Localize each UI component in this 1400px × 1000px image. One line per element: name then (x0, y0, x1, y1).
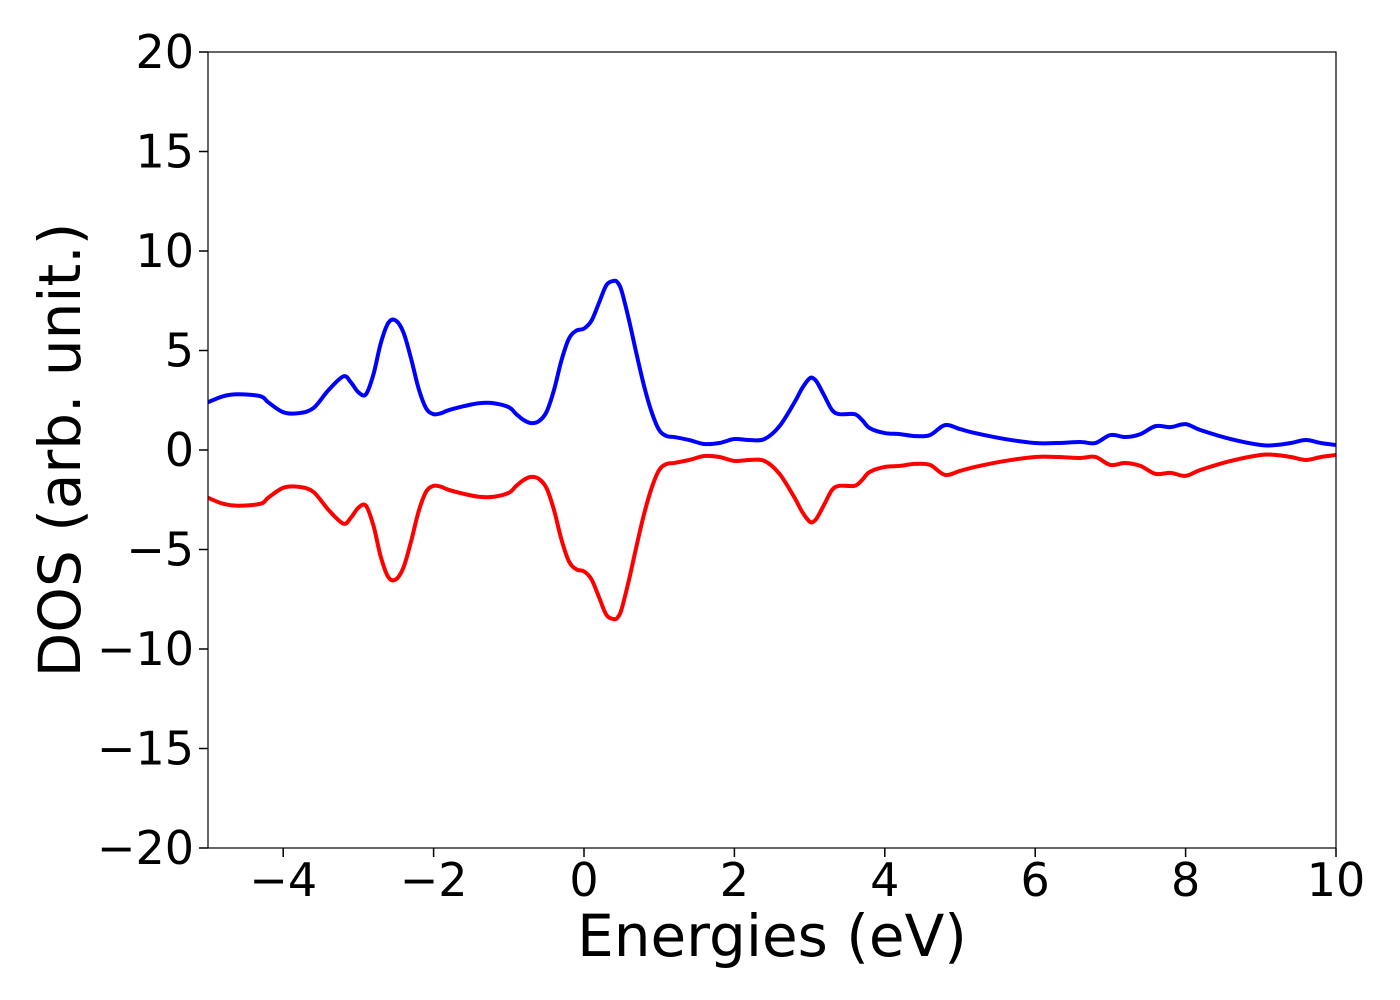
series-layer (208, 278, 1336, 622)
x-tick-label: −2 (400, 853, 468, 907)
y-tick-label: 15 (135, 125, 194, 179)
x-tick-label: −4 (249, 853, 317, 907)
y-axis: −20 −15 −10 −5 0 5 10 15 20 (97, 25, 208, 875)
y-tick-label: 20 (135, 25, 194, 79)
plot-frame (207, 51, 1337, 849)
series-line-spin-down (208, 452, 1336, 622)
x-tick-label: 10 (1307, 853, 1366, 907)
y-tick-label: 5 (165, 324, 194, 378)
y-tick-label: −10 (97, 622, 194, 676)
y-tick-label: 10 (135, 224, 194, 278)
x-axis: −4 −2 0 2 4 6 8 10 (249, 848, 1365, 907)
x-tick-label: 2 (720, 853, 749, 907)
x-tick-label: 6 (1021, 853, 1050, 907)
x-axis-label: Energies (eV) (577, 902, 967, 970)
x-tick-label: 4 (870, 853, 899, 907)
x-tick-label: 8 (1171, 853, 1200, 907)
y-tick-label: −20 (97, 821, 194, 875)
x-tick-label: 0 (569, 853, 598, 907)
y-tick-label: 0 (165, 423, 194, 477)
series-line-spin-up (208, 278, 1336, 448)
y-tick-label: −5 (126, 523, 194, 577)
y-tick-label: −15 (97, 722, 194, 776)
y-axis-label: DOS (arb. unit.) (26, 223, 94, 678)
